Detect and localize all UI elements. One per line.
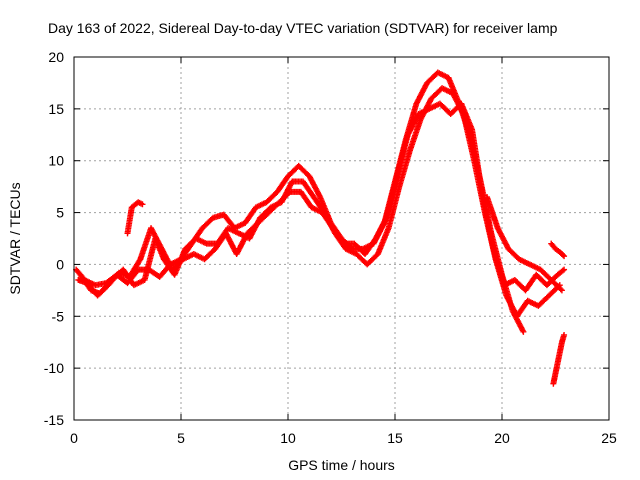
data-point [561, 266, 568, 273]
data-point [559, 252, 566, 259]
x-tick-label: 20 [494, 430, 510, 446]
y-tick-label: 20 [48, 49, 64, 65]
plot-frame [73, 56, 610, 421]
y-tick-label: 5 [56, 205, 64, 221]
x-tick-label: 5 [177, 430, 185, 446]
data-point [139, 201, 146, 208]
x-axis-label: GPS time / hours [288, 457, 395, 473]
y-tick-label: -5 [52, 308, 65, 324]
data-point [285, 189, 292, 196]
series-satellite-track-5 [484, 194, 565, 294]
x-tick-label: 10 [280, 430, 296, 446]
series-satellite-track-6 [550, 331, 568, 387]
series-satellite-track-7 [548, 240, 568, 260]
x-tick-label: 15 [387, 430, 403, 446]
series-satellite-track-3 [75, 100, 568, 299]
data-point [561, 253, 568, 260]
y-tick-label: -15 [44, 412, 64, 428]
y-axis-label: SDTVAR / TECUs [7, 182, 23, 294]
y-tick-label: 10 [48, 153, 64, 169]
data-point [558, 287, 565, 294]
data-point [559, 267, 566, 274]
x-tick-label: 25 [601, 430, 617, 446]
data-point [520, 328, 527, 335]
y-tick-label: 15 [48, 101, 64, 117]
y-tick-label: 0 [56, 256, 64, 272]
series-satellite-track-4 [124, 199, 146, 237]
data-point [557, 286, 564, 293]
chart-title: Day 163 of 2022, Sidereal Day-to-day VTE… [48, 20, 558, 36]
chart-data-points [73, 69, 568, 387]
x-tick-label: 0 [70, 430, 78, 446]
chart-ticks: 0 5 10 15 20 25 -15 -10 -5 0 5 10 15 20 [44, 49, 617, 446]
data-point [561, 331, 568, 338]
y-tick-label: -10 [44, 360, 64, 376]
